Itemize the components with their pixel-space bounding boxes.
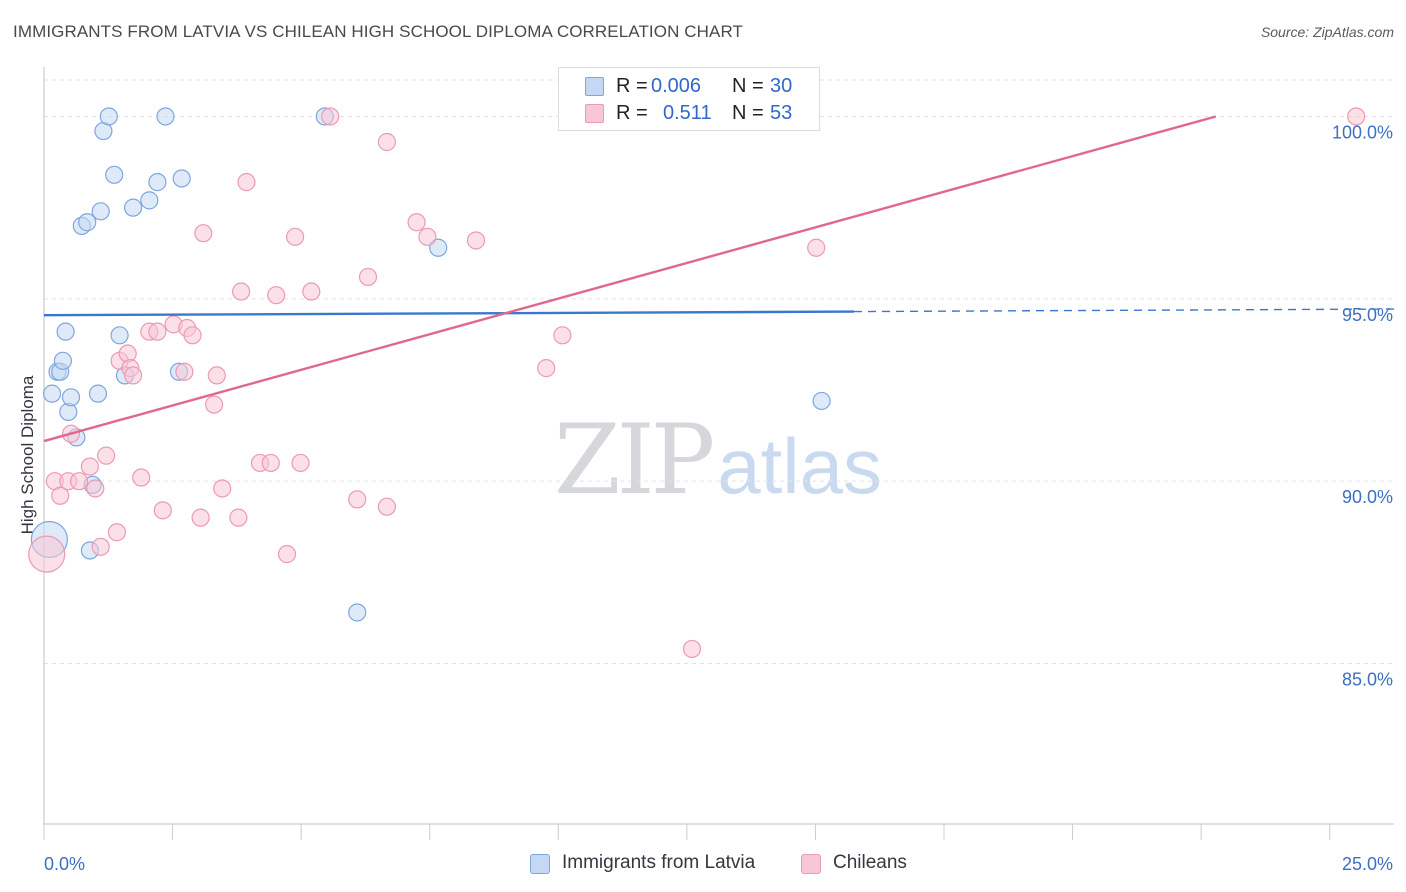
point-chileans	[229, 508, 248, 527]
point-chileans	[466, 231, 486, 250]
point-chileans	[132, 468, 151, 487]
point-chileans	[261, 453, 280, 473]
legend-n-value-chileans: 53	[770, 102, 793, 124]
point-chileans	[277, 545, 297, 564]
legend-n-label: N =	[732, 102, 764, 124]
trendline-latvia	[43, 310, 855, 317]
point-latvia	[61, 388, 81, 407]
point-chileans	[377, 132, 396, 152]
point-chileans	[107, 523, 127, 542]
point-chileans	[153, 501, 172, 520]
point-chileans	[194, 224, 213, 243]
y-tick-label: 90.0%	[1342, 487, 1393, 507]
point-latvia	[140, 191, 159, 210]
point-latvia	[156, 107, 175, 126]
point-chileans	[207, 366, 226, 385]
point-chileans	[183, 326, 202, 345]
legend-swatch-latvia	[585, 77, 604, 96]
point-latvia	[56, 322, 75, 341]
point-chileans	[267, 286, 286, 305]
point-latvia	[124, 198, 143, 217]
point-chileans	[86, 479, 105, 498]
point-chileans	[51, 486, 70, 505]
point-chileans	[291, 453, 310, 473]
x-tick-label-min: 0.0%	[44, 854, 85, 874]
point-chileans	[286, 227, 305, 246]
point-latvia	[91, 202, 110, 221]
point-latvia	[88, 384, 108, 403]
point-latvia	[78, 213, 97, 232]
point-chileans	[302, 282, 321, 301]
point-chileans	[407, 213, 426, 232]
point-latvia	[53, 351, 73, 370]
point-chileans	[69, 472, 89, 491]
legend-swatch-chileans	[585, 104, 604, 123]
trendline-latvia-extension	[853, 308, 1395, 313]
point-chileans	[80, 457, 100, 476]
point-latvia	[812, 391, 831, 411]
trendline-chileans	[43, 115, 1217, 443]
point-chileans	[321, 107, 340, 126]
point-chileans	[205, 395, 224, 414]
chart-title: IMMIGRANTS FROM LATVIA VS CHILEAN HIGH S…	[13, 22, 744, 41]
y-tick-label: 95.0%	[1342, 305, 1393, 325]
y-tick-label: 100.0%	[1332, 122, 1393, 142]
point-chileans	[191, 508, 210, 527]
point-chileans	[28, 535, 66, 573]
point-latvia	[429, 238, 448, 257]
point-chileans	[237, 173, 256, 192]
point-latvia	[105, 165, 124, 184]
point-chileans	[96, 446, 116, 465]
source-attribution: Source: ZipAtlas.com	[1260, 24, 1394, 40]
point-chileans	[1347, 107, 1366, 126]
point-latvia	[148, 173, 167, 192]
x-tick-label-max: 25.0%	[1342, 854, 1393, 874]
point-chileans	[175, 362, 194, 381]
point-latvia	[348, 603, 367, 622]
point-chileans	[91, 537, 110, 556]
point-chileans	[358, 267, 378, 287]
bottom-legend-label-chileans: Chileans	[833, 852, 907, 873]
point-chileans	[348, 490, 367, 509]
point-latvia	[42, 384, 62, 403]
point-chileans	[124, 366, 143, 385]
legend-n-label: N =	[732, 75, 764, 97]
point-chileans	[148, 322, 167, 341]
bottom-legend-swatch-latvia	[530, 854, 550, 874]
bottom-legend-label-latvia: Immigrants from Latvia	[562, 852, 756, 873]
point-latvia	[99, 107, 118, 126]
y-axis-label: High School Diploma	[18, 375, 37, 534]
point-chileans	[807, 238, 826, 257]
correlation-legend: R = 0.006 N = 30 R = 0.511 N = 53	[558, 67, 820, 131]
point-latvia	[110, 326, 129, 345]
point-chileans	[418, 227, 437, 246]
point-chileans	[682, 639, 702, 659]
point-chileans	[537, 359, 556, 378]
point-chileans	[553, 326, 572, 345]
legend-r-label: R =	[616, 75, 648, 97]
point-chileans	[232, 282, 251, 301]
legend-r-value-chileans: 0.511	[663, 102, 712, 124]
point-chileans	[377, 497, 396, 516]
point-chileans	[213, 479, 232, 498]
legend-r-label: R =	[616, 102, 648, 124]
legend-r-value-latvia: 0.006	[651, 75, 702, 97]
legend-n-value-latvia: 30	[770, 75, 793, 97]
point-latvia	[172, 169, 191, 188]
y-tick-label: 85.0%	[1342, 670, 1393, 690]
bottom-legend-swatch-chileans	[801, 854, 821, 874]
